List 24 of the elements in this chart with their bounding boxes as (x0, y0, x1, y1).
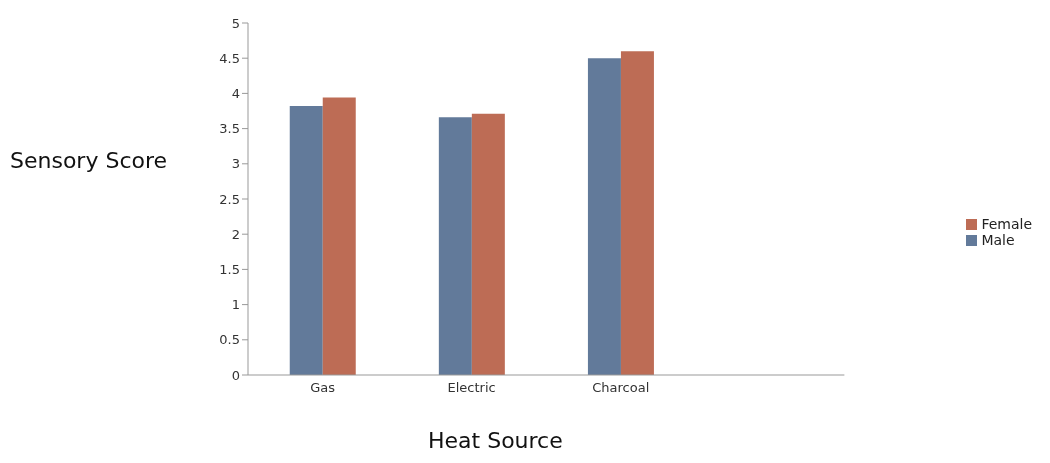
x-tick-label: Electric (447, 380, 496, 396)
bar (289, 106, 323, 375)
y-tick-label: 0 (231, 367, 240, 383)
legend-label: Male (981, 231, 1015, 248)
legend-label: Female (981, 215, 1032, 232)
y-tick-label: 3 (231, 156, 240, 172)
y-tick-label: 0.5 (219, 332, 240, 348)
bar (322, 97, 356, 375)
x-axis-title: Heat Source (428, 428, 563, 453)
y-tick-label: 1 (231, 297, 240, 313)
bar (620, 51, 654, 375)
x-tick-label: Charcoal (592, 380, 650, 396)
bar (587, 58, 621, 375)
y-tick-label: 5 (231, 15, 240, 31)
bar (438, 117, 472, 375)
x-tick-label: Gas (310, 380, 336, 396)
y-tick-label: 4 (231, 86, 240, 102)
y-tick-label: 2.5 (219, 191, 240, 207)
y-axis-title: Sensory Score (10, 148, 168, 173)
y-tick-label: 4.5 (219, 50, 240, 66)
y-tick-label: 2 (231, 226, 240, 242)
y-tick-label: 3.5 (219, 121, 240, 137)
y-tick-label: 1.5 (219, 262, 240, 278)
bar (471, 113, 505, 375)
